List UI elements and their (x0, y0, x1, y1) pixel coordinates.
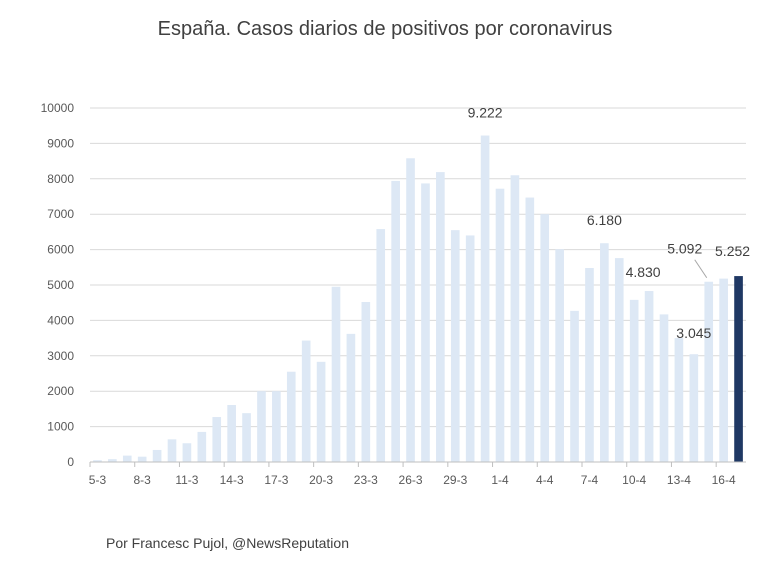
y-tick-label: 0 (67, 455, 74, 469)
chart-title: España. Casos diarios de positivos por c… (157, 18, 613, 40)
bar (465, 235, 475, 462)
bar (346, 333, 356, 462)
x-tick-label: 23-3 (354, 473, 378, 487)
x-tick-label: 16-4 (712, 473, 736, 487)
x-tick-label: 1-4 (491, 473, 509, 487)
y-tick-label: 6000 (47, 243, 74, 257)
bar (555, 249, 564, 462)
bar (644, 291, 654, 462)
bar (436, 172, 445, 462)
bar (316, 361, 326, 462)
y-tick-label: 10000 (41, 101, 75, 115)
bar (406, 158, 415, 462)
bar (540, 214, 550, 462)
bar (197, 431, 207, 462)
x-tick-label: 5-3 (89, 473, 107, 487)
y-tick-label: 4000 (47, 313, 74, 327)
x-tick-label: 29-3 (443, 473, 467, 487)
bar (629, 299, 639, 462)
x-tick-label: 17-3 (264, 473, 288, 487)
y-tick-label: 8000 (47, 172, 74, 186)
y-tick-label: 9000 (47, 136, 74, 150)
y-tick-label: 7000 (47, 207, 74, 221)
bar (525, 197, 535, 462)
data-label: 5.252 (715, 243, 750, 259)
x-tick-label: 8-3 (134, 473, 152, 487)
bar (585, 268, 594, 462)
bar (376, 229, 386, 462)
bar (93, 460, 102, 462)
bar (704, 281, 714, 462)
bar (182, 443, 192, 462)
bar (495, 188, 505, 462)
bar (659, 314, 669, 462)
x-tick-label: 4-4 (536, 473, 554, 487)
bar (122, 455, 132, 462)
bar (242, 413, 251, 462)
bar (286, 371, 296, 462)
data-label: 5.092 (667, 241, 702, 257)
y-tick-label: 5000 (47, 278, 74, 292)
bar (391, 180, 400, 462)
x-tick-label: 14-3 (220, 473, 244, 487)
bar (674, 338, 684, 462)
credit-text: Por Francesc Pujol, @NewsReputation (106, 535, 349, 551)
bar-highlight (734, 276, 743, 462)
bar (272, 391, 281, 462)
label-leader-line (694, 259, 708, 279)
data-label: 9.222 (468, 105, 503, 121)
x-tick-label: 10-4 (622, 473, 646, 487)
x-tick-label: 20-3 (309, 473, 333, 487)
bar (212, 417, 222, 462)
bar (614, 258, 624, 462)
bar (137, 456, 147, 462)
y-tick-label: 3000 (47, 349, 74, 363)
bar (600, 243, 609, 462)
bar (421, 183, 430, 463)
x-tick-label: 26-3 (399, 473, 423, 487)
bars (93, 135, 743, 463)
data-labels: 9.222 6.180 4.830 3.045 5.092 5.252 (468, 105, 751, 342)
data-label: 6.180 (587, 212, 622, 228)
y-tick-label: 1000 (47, 420, 74, 434)
bar (152, 449, 162, 462)
bar (361, 301, 371, 462)
bar (450, 230, 460, 462)
bar (331, 286, 341, 462)
x-tick-label: 13-4 (667, 473, 691, 487)
bar (167, 439, 177, 462)
bar (719, 278, 728, 462)
bar (257, 391, 266, 462)
y-tick-label: 2000 (47, 384, 74, 398)
bar (227, 405, 236, 462)
bar (301, 340, 311, 462)
bar (689, 354, 699, 462)
bar (108, 459, 117, 462)
data-label: 4.830 (626, 264, 661, 280)
data-label: 3.045 (676, 325, 711, 341)
bar (480, 135, 490, 462)
x-tick-label: 7-4 (581, 473, 599, 487)
x-tick-label: 11-3 (175, 473, 198, 487)
bar (510, 175, 520, 462)
axes: 0 1000 2000 3000 4000 5000 6000 7000 8000 9000 100… (41, 101, 746, 487)
bar (570, 310, 579, 462)
